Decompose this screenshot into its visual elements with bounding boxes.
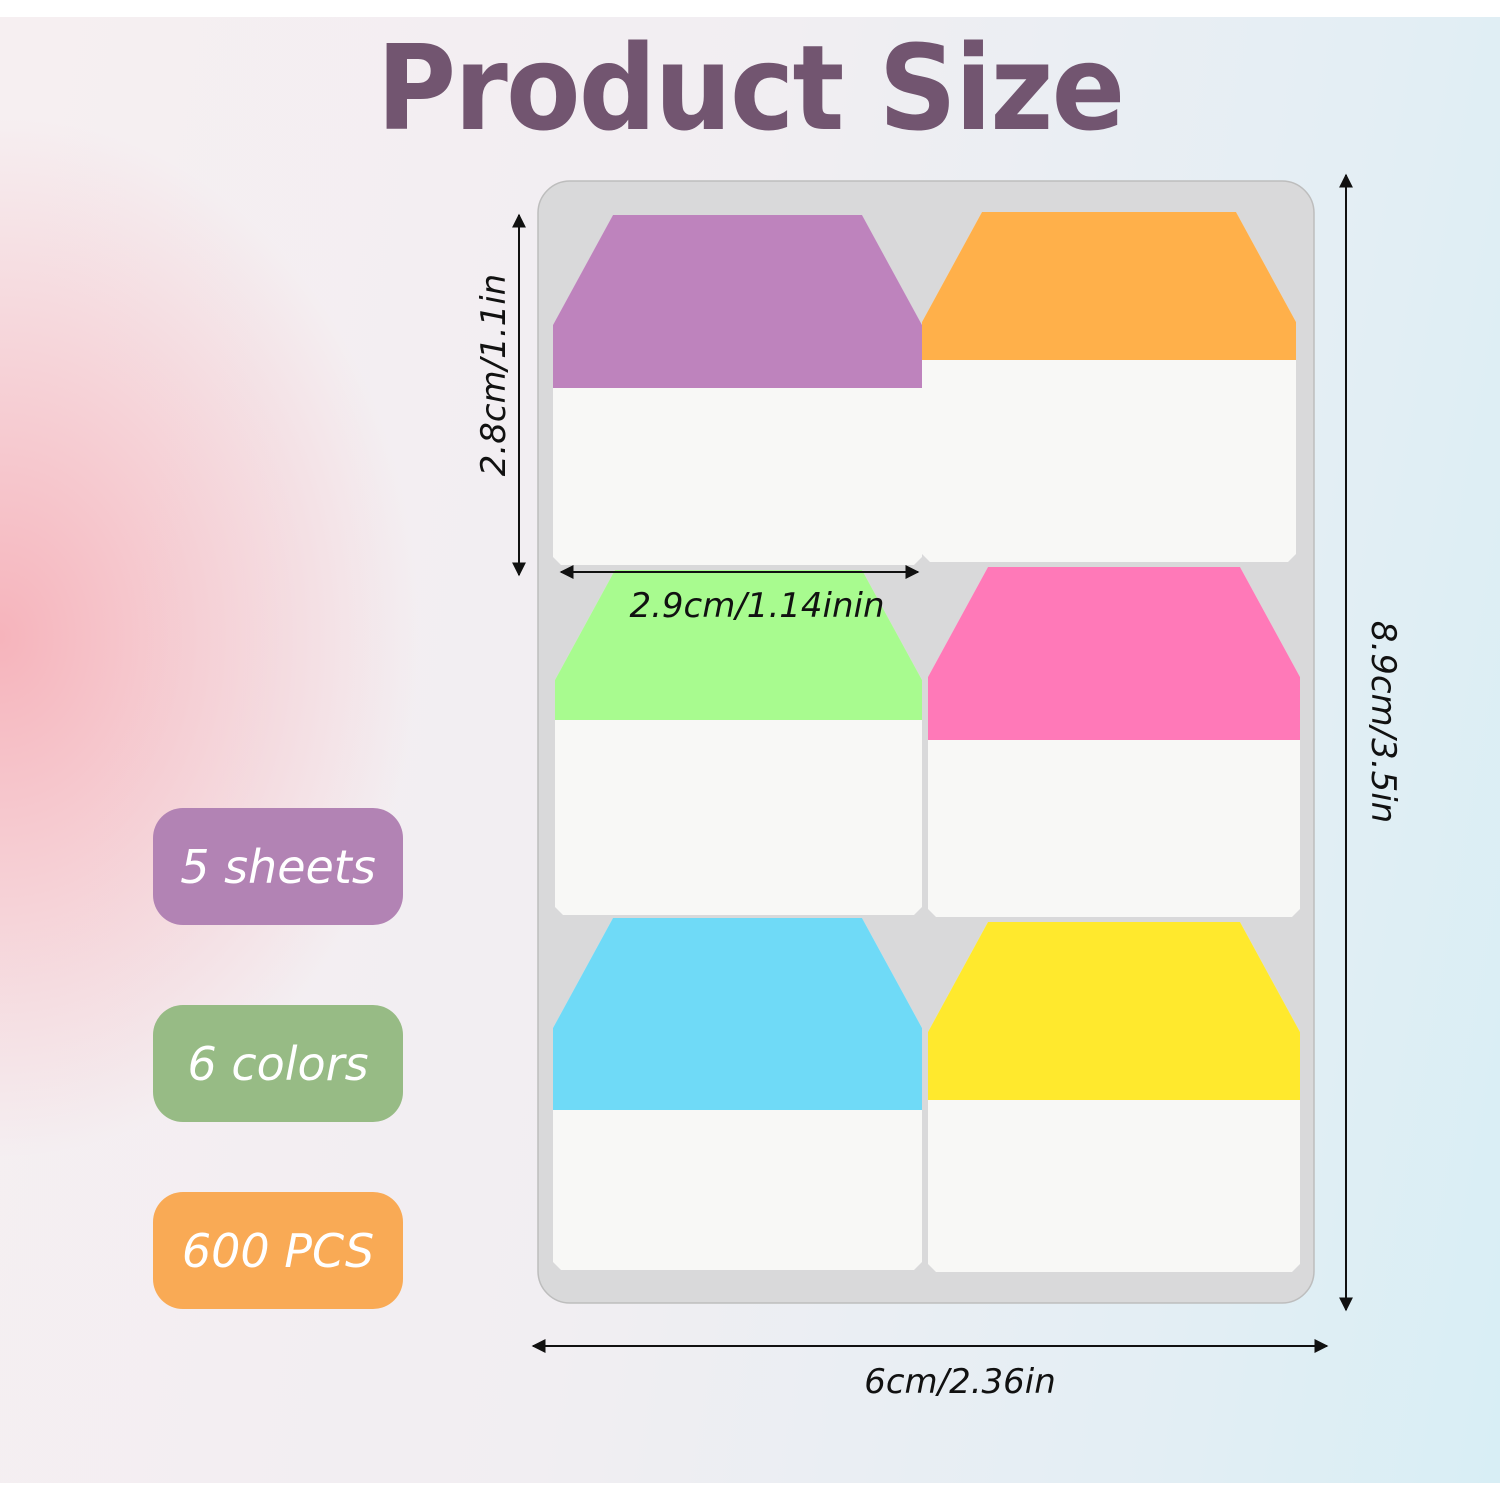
index-tab xyxy=(553,918,922,1270)
badge-sheets: 5 sheets xyxy=(153,808,403,925)
tab-color-area xyxy=(553,215,922,388)
sheet-width-label: 6cm/2.36in xyxy=(864,1362,1056,1402)
page-title: Product Size xyxy=(376,19,1126,157)
badge-pcs: 600 PCS xyxy=(153,1192,403,1309)
tab-color-area xyxy=(928,567,1300,740)
tab-color-area xyxy=(553,918,922,1110)
index-tab xyxy=(555,570,922,915)
badge-sheets-label: 5 sheets xyxy=(180,839,376,894)
index-tab xyxy=(922,212,1296,562)
badge-colors-label: 6 colors xyxy=(187,1036,369,1091)
sheet-height-label: 8.9cm/3.5in xyxy=(1363,621,1403,823)
tab-width-label: 2.9cm/1.14inin xyxy=(629,586,884,626)
index-tab xyxy=(928,922,1300,1272)
badge-pcs-label: 600 PCS xyxy=(181,1223,375,1278)
index-tab xyxy=(928,567,1300,917)
tab-color-area xyxy=(922,212,1296,360)
tab-height-label: 2.8cm/1.1in xyxy=(474,274,514,476)
tab-color-area xyxy=(555,570,922,720)
index-tab xyxy=(553,215,922,565)
tab-color-area xyxy=(928,922,1300,1100)
badge-colors: 6 colors xyxy=(153,1005,403,1122)
